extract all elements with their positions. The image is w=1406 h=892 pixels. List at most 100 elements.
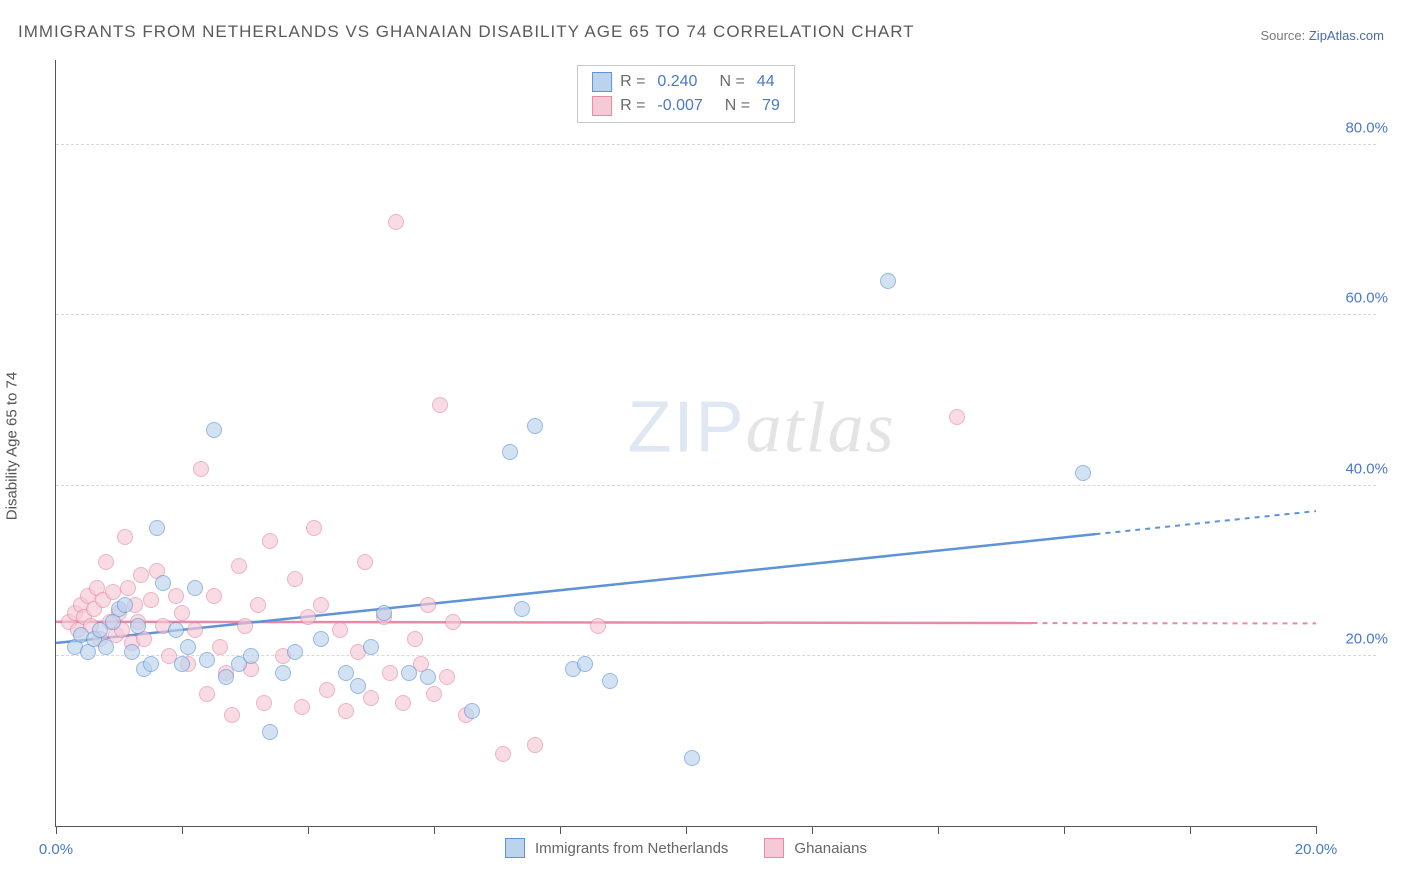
source-prefix: Source:: [1260, 28, 1308, 43]
data-point-netherlands: [130, 618, 146, 634]
data-point-ghanaians: [250, 597, 266, 613]
gridline: [56, 144, 1376, 145]
data-point-ghanaians: [187, 622, 203, 638]
data-point-ghanaians: [445, 614, 461, 630]
source-attribution: Source: ZipAtlas.com: [1260, 28, 1384, 43]
data-point-netherlands: [199, 652, 215, 668]
data-point-ghanaians: [527, 737, 543, 753]
data-point-netherlands: [168, 622, 184, 638]
data-point-netherlands: [464, 703, 480, 719]
data-point-ghanaians: [363, 690, 379, 706]
data-point-netherlands: [313, 631, 329, 647]
r-label: R =: [620, 70, 645, 94]
data-point-ghanaians: [407, 631, 423, 647]
data-point-netherlands: [149, 520, 165, 536]
data-point-ghanaians: [133, 567, 149, 583]
swatch-icon: [505, 838, 525, 858]
data-point-netherlands: [420, 669, 436, 685]
chart-title: IMMIGRANTS FROM NETHERLANDS VS GHANAIAN …: [18, 22, 915, 42]
n-value: 44: [757, 70, 775, 94]
data-point-ghanaians: [395, 695, 411, 711]
x-tick: [1190, 826, 1191, 834]
legend-item-netherlands: Immigrants from Netherlands: [505, 838, 728, 858]
data-point-ghanaians: [949, 409, 965, 425]
data-point-ghanaians: [287, 571, 303, 587]
y-tick-label: 80.0%: [1345, 120, 1388, 137]
data-point-ghanaians: [193, 461, 209, 477]
r-value: 0.240: [657, 70, 697, 94]
data-point-netherlands: [206, 422, 222, 438]
x-tick: [56, 826, 57, 834]
legend-stat-row-ghanaians: R =-0.007N =79: [592, 94, 780, 118]
data-point-netherlands: [502, 444, 518, 460]
watermark-atlas: atlas: [746, 387, 896, 467]
data-point-netherlands: [243, 648, 259, 664]
source-link[interactable]: ZipAtlas.com: [1309, 28, 1384, 43]
data-point-ghanaians: [294, 699, 310, 715]
plot-area: ZIPatlas R =0.240N =44R =-0.007N =79 Imm…: [55, 60, 1316, 827]
data-point-netherlands: [287, 644, 303, 660]
data-point-netherlands: [527, 418, 543, 434]
data-point-netherlands: [117, 597, 133, 613]
data-point-ghanaians: [237, 618, 253, 634]
data-point-netherlands: [338, 665, 354, 681]
data-point-ghanaians: [338, 703, 354, 719]
y-tick-label: 20.0%: [1345, 630, 1388, 647]
data-point-ghanaians: [439, 669, 455, 685]
x-tick: [686, 826, 687, 834]
trend-line-ghanaians: [56, 622, 1033, 623]
x-tick-label: 20.0%: [1295, 841, 1338, 858]
data-point-ghanaians: [300, 609, 316, 625]
data-point-ghanaians: [319, 682, 335, 698]
x-tick: [560, 826, 561, 834]
n-value: 79: [762, 94, 780, 118]
legend-stats: R =0.240N =44R =-0.007N =79: [577, 65, 795, 123]
swatch-icon: [592, 72, 612, 92]
data-point-netherlands: [880, 273, 896, 289]
data-point-netherlands: [174, 656, 190, 672]
gridline: [56, 485, 1376, 486]
data-point-ghanaians: [120, 580, 136, 596]
data-point-ghanaians: [212, 639, 228, 655]
data-point-ghanaians: [105, 584, 121, 600]
watermark-zip: ZIP: [628, 387, 746, 467]
data-point-ghanaians: [174, 605, 190, 621]
r-label: R =: [620, 94, 645, 118]
x-tick: [1316, 826, 1317, 834]
legend-item-ghanaians: Ghanaians: [764, 838, 867, 858]
legend-series: Immigrants from Netherlands Ghanaians: [505, 838, 867, 858]
legend-stat-row-netherlands: R =0.240N =44: [592, 70, 780, 94]
data-point-ghanaians: [206, 588, 222, 604]
data-point-netherlands: [401, 665, 417, 681]
x-tick-label: 0.0%: [39, 841, 73, 858]
data-point-netherlands: [143, 656, 159, 672]
data-point-netherlands: [180, 639, 196, 655]
data-point-netherlands: [376, 605, 392, 621]
data-point-netherlands: [275, 665, 291, 681]
x-tick: [812, 826, 813, 834]
r-value: -0.007: [657, 94, 702, 118]
data-point-ghanaians: [143, 592, 159, 608]
y-tick-label: 60.0%: [1345, 290, 1388, 307]
x-tick: [182, 826, 183, 834]
data-point-ghanaians: [199, 686, 215, 702]
data-point-ghanaians: [357, 554, 373, 570]
data-point-ghanaians: [224, 707, 240, 723]
data-point-ghanaians: [262, 533, 278, 549]
data-point-netherlands: [155, 575, 171, 591]
data-point-ghanaians: [426, 686, 442, 702]
data-point-netherlands: [1075, 465, 1091, 481]
data-point-ghanaians: [495, 746, 511, 762]
correlation-chart: IMMIGRANTS FROM NETHERLANDS VS GHANAIAN …: [0, 0, 1406, 892]
data-point-ghanaians: [306, 520, 322, 536]
data-point-ghanaians: [98, 554, 114, 570]
data-point-ghanaians: [590, 618, 606, 634]
data-point-ghanaians: [388, 214, 404, 230]
data-point-ghanaians: [420, 597, 436, 613]
swatch-icon: [592, 96, 612, 116]
series-label: Immigrants from Netherlands: [535, 840, 728, 857]
data-point-ghanaians: [332, 622, 348, 638]
y-tick-label: 40.0%: [1345, 460, 1388, 477]
data-point-netherlands: [684, 750, 700, 766]
x-tick: [434, 826, 435, 834]
